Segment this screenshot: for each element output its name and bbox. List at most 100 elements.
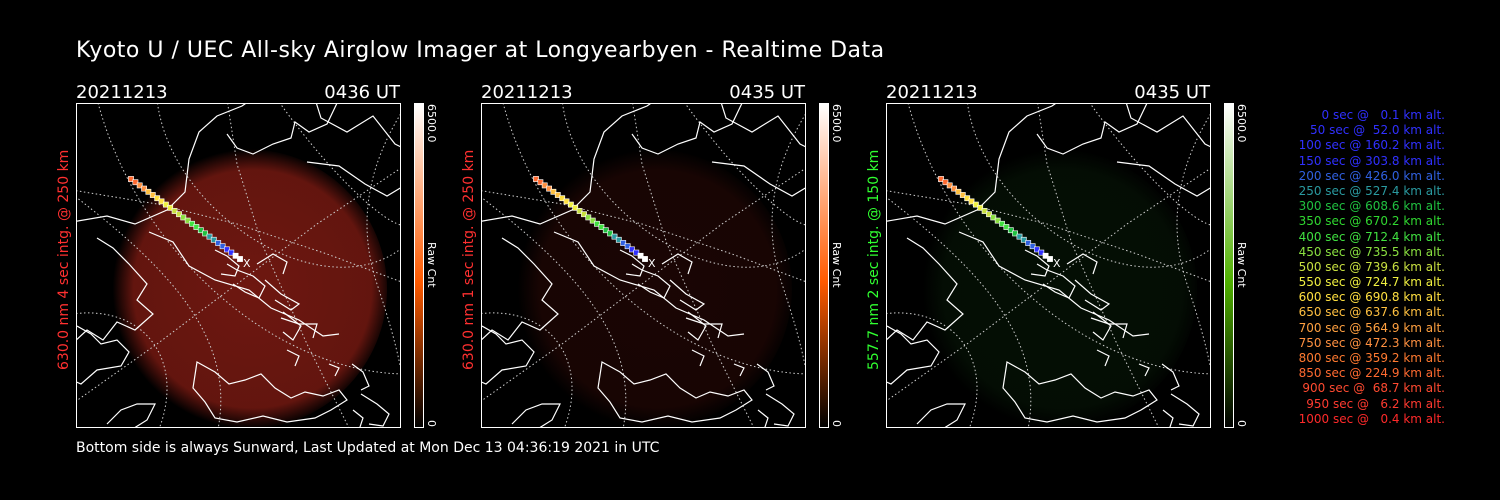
trajectory-point	[986, 211, 992, 218]
trajectory-point	[611, 233, 618, 240]
trajectory-point	[176, 211, 182, 218]
airglow-intensity-field	[107, 149, 387, 427]
legend-row: 550 sec @ 724.7 km alt.	[1298, 275, 1445, 290]
page-title: Kyoto U / UEC All-sky Airglow Imager at …	[76, 38, 885, 63]
panel-3-time: 0435 UT	[1134, 82, 1210, 103]
legend-row: 750 sec @ 472.3 km alt.	[1298, 335, 1445, 350]
station-marker: X	[648, 257, 656, 270]
trajectory-point	[224, 246, 230, 253]
trajectory-point	[128, 176, 134, 182]
trajectory-point	[642, 256, 648, 262]
lat-lon-grid	[482, 104, 805, 427]
coastlines	[77, 104, 400, 427]
trajectory-point	[990, 214, 997, 221]
panel-2-date: 20211213	[481, 82, 573, 103]
trajectory-point	[145, 188, 152, 195]
trajectory-point	[197, 227, 204, 234]
legend-row: 800 sec @ 359.2 km alt.	[1298, 351, 1445, 365]
trajectory-point	[158, 198, 165, 205]
panel-1-allsky-map[interactable]: X	[76, 103, 401, 428]
airglow-intensity-field	[917, 149, 1197, 427]
trajectory-point	[973, 201, 979, 208]
station-marker: X	[1053, 257, 1061, 270]
trajectory-point	[1003, 224, 1010, 230]
panel-2-allsky-map[interactable]: X	[481, 103, 806, 428]
trajectory-point	[546, 185, 552, 192]
panel-2-colorbar-max: 6500.0	[830, 104, 843, 143]
legend-row: 200 sec @ 426.0 km alt.	[1298, 168, 1445, 183]
panel-2-map-svg: X	[482, 104, 805, 427]
trajectory-point	[1016, 233, 1023, 240]
trajectory-point	[959, 192, 966, 198]
lat-lon-grid	[887, 104, 1210, 427]
trajectory-point	[533, 176, 539, 182]
trajectory-point	[184, 217, 191, 224]
trajectory-point	[999, 220, 1005, 227]
legend-row: 500 sec @ 739.6 km alt.	[1298, 259, 1445, 274]
trajectory-point	[589, 217, 596, 224]
trajectory-point	[228, 249, 235, 256]
trajectory-point	[1007, 227, 1014, 234]
trajectory-point	[554, 192, 561, 198]
legend-row: 650 sec @ 637.6 km alt.	[1298, 305, 1445, 320]
legend-row: 450 sec @ 735.5 km alt.	[1298, 244, 1445, 259]
trajectory-point	[167, 204, 174, 211]
trajectory-legend: 0 sec @ 0.1 km alt. 50 sec @ 52.0 km alt.…	[1250, 108, 1445, 427]
trajectory-point	[1047, 256, 1053, 262]
trajectory-point	[938, 176, 944, 182]
trajectory-track	[533, 176, 648, 262]
panel-3-colorbar	[1224, 103, 1234, 428]
trajectory-point	[572, 204, 579, 211]
coastlines	[887, 104, 1210, 427]
trajectory-point	[237, 256, 243, 262]
trajectory-point	[202, 230, 208, 237]
panel-1-map-svg: X	[77, 104, 400, 427]
trajectory-point	[615, 236, 622, 243]
trajectory-point	[1038, 249, 1045, 256]
trajectory-track	[938, 176, 1053, 262]
trajectory-point	[994, 217, 1001, 224]
panel-3-colorbar-max: 6500.0	[1235, 104, 1248, 143]
trajectory-point	[1042, 252, 1049, 259]
legend-row: 400 sec @ 712.4 km alt.	[1298, 229, 1445, 244]
trajectory-point	[942, 179, 949, 186]
panel-3-date: 20211213	[886, 82, 978, 103]
trajectory-point	[163, 201, 169, 208]
trajectory-point	[968, 198, 975, 205]
trajectory-point	[585, 214, 592, 221]
trajectory-point	[1020, 236, 1027, 243]
legend-row: 100 sec @ 160.2 km alt.	[1298, 138, 1445, 153]
trajectory-point	[563, 198, 570, 205]
panel-1-colorbar	[414, 103, 424, 428]
panel-2-colorbar-min: 0	[830, 420, 843, 427]
panel-1-date: 20211213	[76, 82, 168, 103]
panel-3-map-svg: X	[887, 104, 1210, 427]
trajectory-point	[180, 214, 187, 221]
legend-row: 300 sec @ 608.6 km alt.	[1298, 199, 1445, 214]
panel-1-side-label: 630.0 nm 4 sec intg. @ 250 km	[56, 149, 72, 370]
trajectory-point	[620, 240, 627, 246]
legend-row: 1000 sec @ 0.4 km alt.	[1298, 411, 1445, 426]
trajectory-point	[171, 208, 178, 214]
trajectory-point	[149, 192, 156, 198]
trajectory-point	[136, 182, 143, 189]
panel-3-side-label: 557.7 nm 2 sec intg. @ 150 km	[866, 149, 882, 370]
legend-row: 150 sec @ 303.8 km alt.	[1298, 153, 1445, 168]
trajectory-point	[1012, 230, 1018, 237]
legend-row: 50 sec @ 52.0 km alt.	[1310, 123, 1445, 138]
panel-2-colorbar	[819, 103, 829, 428]
trajectory-point	[206, 233, 213, 240]
trajectory-point	[550, 188, 557, 195]
trajectory-point	[132, 179, 139, 186]
trajectory-point	[981, 208, 988, 214]
trajectory-point	[219, 243, 226, 250]
trajectory-track	[128, 176, 243, 262]
trajectory-point	[955, 188, 962, 195]
coastlines	[482, 104, 805, 427]
panel-1-colorbar-max: 6500.0	[425, 104, 438, 143]
panel-3-allsky-map[interactable]: X	[886, 103, 1211, 428]
legend-row: 850 sec @ 224.9 km alt.	[1298, 366, 1445, 381]
trajectory-point	[1025, 240, 1032, 246]
legend-row: 950 sec @ 6.2 km alt.	[1306, 396, 1445, 411]
panel-3-colorbar-min: 0	[1235, 420, 1248, 427]
